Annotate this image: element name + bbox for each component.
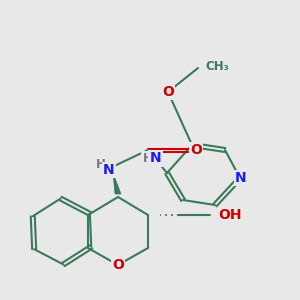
Text: N: N	[150, 152, 161, 166]
Text: H: H	[96, 158, 106, 170]
Text: O: O	[190, 143, 202, 157]
Text: H: H	[142, 152, 152, 165]
Text: N: N	[103, 163, 115, 177]
Polygon shape	[113, 173, 121, 194]
Text: CH₃: CH₃	[205, 59, 229, 73]
Text: OH: OH	[218, 208, 242, 222]
Text: N: N	[235, 171, 247, 185]
Text: O: O	[162, 85, 174, 99]
Text: O: O	[112, 258, 124, 272]
